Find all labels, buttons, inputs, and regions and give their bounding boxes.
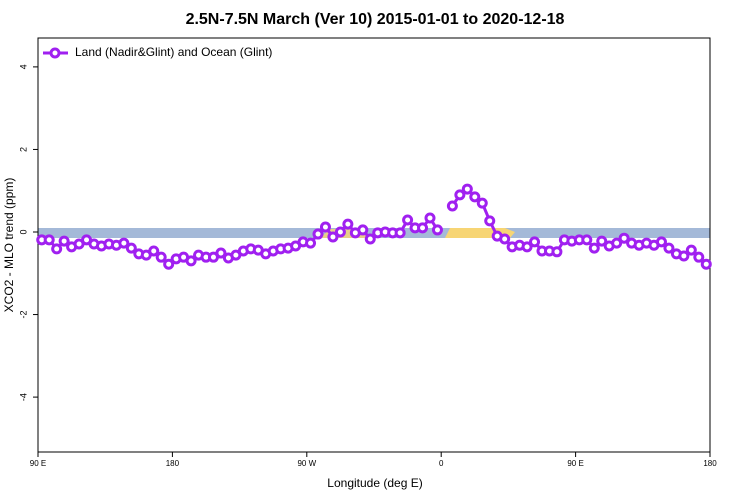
data-point	[618, 232, 630, 244]
data-point	[364, 233, 376, 245]
data-point	[476, 197, 488, 209]
data-point	[588, 242, 600, 254]
data-point	[58, 235, 70, 247]
data-point	[51, 243, 63, 255]
data-point	[678, 250, 690, 262]
data-point	[596, 235, 608, 247]
data-point	[446, 200, 458, 212]
data-point	[394, 227, 406, 239]
data-point	[529, 236, 541, 248]
data-point	[700, 258, 712, 270]
data-point	[327, 231, 339, 243]
y-tick-label: 4	[18, 64, 28, 69]
data-point	[521, 241, 533, 253]
y-tick-label: 2	[18, 147, 28, 152]
data-point	[461, 183, 473, 195]
data-point	[305, 237, 317, 249]
data-point	[342, 218, 354, 230]
data-point	[655, 236, 667, 248]
data-point	[155, 251, 167, 263]
data-point	[357, 224, 369, 236]
data-point	[402, 214, 414, 226]
data-point	[163, 258, 175, 270]
data-point	[319, 221, 331, 233]
x-tick-label: 0	[439, 459, 444, 468]
data-point	[215, 247, 227, 259]
data-point	[43, 234, 55, 246]
data-point	[551, 246, 563, 258]
data-point	[125, 242, 137, 254]
y-tick-label: -2	[18, 311, 28, 319]
data-point	[663, 242, 675, 254]
data-point	[454, 189, 466, 201]
data-point	[611, 237, 623, 249]
plot-frame	[37, 37, 711, 453]
y-tick-label: 0	[18, 229, 28, 234]
data-point	[334, 226, 346, 238]
x-axis-label: Longitude (deg E)	[327, 476, 422, 490]
x-tick-label: 180	[703, 459, 717, 468]
data-point	[424, 212, 436, 224]
x-tick-label: 90 W	[297, 459, 316, 468]
data-point	[685, 244, 697, 256]
data-point	[185, 255, 197, 267]
legend-marker	[49, 47, 61, 59]
data-point	[693, 251, 705, 263]
data-point	[312, 228, 324, 240]
legend-label: Land (Nadir&Glint) and Ocean (Glint)	[75, 45, 272, 59]
data-point	[118, 237, 130, 249]
x-tick-label: 180	[166, 459, 180, 468]
data-point	[581, 234, 593, 246]
data-point	[148, 245, 160, 257]
data-point	[499, 233, 511, 245]
data-point	[484, 215, 496, 227]
chart-title: 2.5N-7.5N March (Ver 10) 2015-01-01 to 2…	[186, 11, 565, 28]
data-point	[431, 224, 443, 236]
x-tick-label: 90 E	[30, 459, 46, 468]
data-point	[417, 222, 429, 234]
data-point	[469, 191, 481, 203]
x-tick-label: 90 E	[567, 459, 583, 468]
y-tick-label: -4	[18, 393, 28, 401]
y-axis-label: XCO2 - MLO trend (ppm)	[2, 178, 16, 313]
